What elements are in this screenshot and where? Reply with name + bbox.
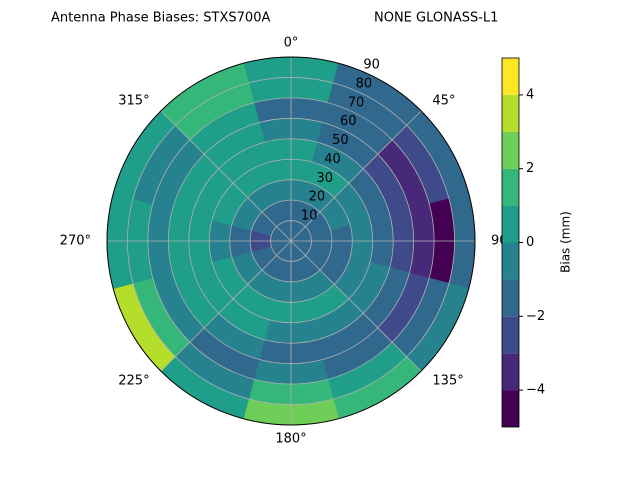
theta-tick-label: 135° [432,374,463,389]
colorbar-band [502,242,519,280]
colorbar-band [502,168,519,206]
r-tick-label: 80 [356,76,373,91]
r-tick-label: 90 [363,58,380,73]
polar-frame [106,56,476,426]
colorbar-band [502,390,519,427]
r-tick-label: 50 [332,133,349,148]
theta-tick-label: 225° [118,374,149,389]
r-tick-label: 10 [301,209,318,224]
colorbar-band [502,205,519,243]
r-tick-label: 70 [348,95,365,110]
theta-tick-label: 0° [284,36,299,51]
colorbar-label: Bias (mm) [559,211,573,273]
theta-tick-label: 45° [432,93,455,108]
r-tick-label: 40 [324,152,341,167]
colorbar-band [502,279,519,317]
colorbar-band [502,131,519,169]
colorbar-tick-label: 2 [526,161,534,176]
colorbar-band [502,94,519,132]
r-tick-label: 20 [309,190,326,205]
colorbar-band [502,353,519,391]
colorbar-band [502,316,519,354]
theta-tick-label: 315° [118,93,149,108]
colorbar-band [502,58,519,95]
theta-tick-label: 180° [275,432,306,447]
colorbar-tick-label: 4 [526,87,534,102]
colorbar-tick-label: 0 [526,235,534,250]
colorbar-tick-label: −4 [526,383,545,398]
grid-spoke [160,240,292,372]
chart-subtitle: NONE GLONASS-L1 [374,11,498,26]
grid-spoke [160,110,292,242]
chart-title: Antenna Phase Biases: STXS700A [51,11,270,26]
grid-spoke [290,240,422,372]
r-tick-label: 60 [340,114,357,129]
grid-spoke [290,110,422,242]
colorbar-tick-label: −2 [526,309,545,324]
theta-tick-label: 270° [60,234,91,249]
r-tick-label: 30 [316,171,333,186]
